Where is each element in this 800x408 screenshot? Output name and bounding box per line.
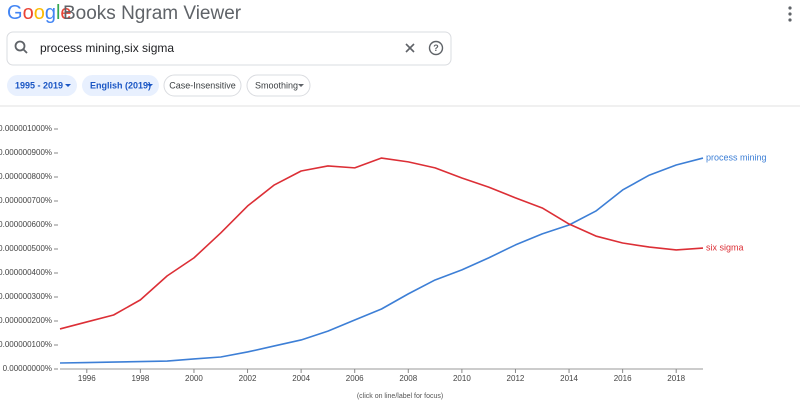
caption: (click on line/label for focus) bbox=[357, 393, 443, 400]
y-tick-label: 0.000000400% bbox=[0, 268, 52, 277]
filter-label: English (2019) bbox=[90, 80, 151, 90]
filter-chip[interactable] bbox=[82, 75, 159, 96]
y-tick-label: 0.00000000% bbox=[3, 364, 52, 373]
search-box[interactable] bbox=[6, 31, 452, 66]
x-tick-label: 2006 bbox=[346, 374, 364, 383]
x-tick-label: 2004 bbox=[292, 374, 310, 383]
x-tick-label: 2018 bbox=[667, 374, 685, 383]
x-tick-label: 2000 bbox=[185, 374, 203, 383]
x-tick-label: 2010 bbox=[453, 374, 471, 383]
y-tick-label: 0.000000200% bbox=[0, 316, 52, 325]
series-label[interactable]: process mining bbox=[706, 152, 767, 162]
filter-chip[interactable] bbox=[246, 74, 311, 97]
series-line[interactable] bbox=[59, 157, 704, 330]
search-icon bbox=[14, 40, 28, 54]
y-tick-label: 0.000000500% bbox=[0, 244, 52, 253]
clear-button[interactable] bbox=[405, 43, 415, 53]
logo[interactable]: Google bbox=[7, 2, 72, 24]
x-tick-label: 2012 bbox=[507, 374, 525, 383]
y-tick-label: 0.000000600% bbox=[0, 220, 52, 229]
filter-chip[interactable] bbox=[163, 74, 242, 97]
series-line[interactable] bbox=[59, 157, 704, 364]
y-tick-label: 0.000000100% bbox=[0, 340, 52, 349]
x-tick-label: 1996 bbox=[78, 374, 96, 383]
series-label[interactable]: six sigma bbox=[706, 242, 744, 252]
search-query[interactable]: process mining,six sigma bbox=[40, 41, 174, 55]
y-tick-label: 0.000001000% bbox=[0, 124, 52, 133]
filter-label: 1995 - 2019 bbox=[15, 80, 63, 90]
dropdown-arrow bbox=[65, 84, 71, 87]
x-tick-label: 2002 bbox=[239, 374, 257, 383]
y-tick-label: 0.000000900% bbox=[0, 148, 52, 157]
menu-button[interactable] bbox=[788, 6, 792, 22]
filter-label: Smoothing bbox=[255, 80, 298, 90]
y-tick-label: 0.000000700% bbox=[0, 196, 52, 205]
x-tick-label: 2014 bbox=[560, 374, 578, 383]
filter-chip[interactable] bbox=[7, 75, 77, 96]
help-button[interactable]: ? bbox=[428, 40, 444, 56]
x-tick-label: 1998 bbox=[131, 374, 149, 383]
svg-text:?: ? bbox=[433, 43, 439, 53]
dropdown-arrow bbox=[147, 84, 153, 87]
y-tick-label: 0.000000300% bbox=[0, 292, 52, 301]
filter-label: Case-Insensitive bbox=[169, 80, 236, 90]
app-title: Books Ngram Viewer bbox=[63, 3, 242, 24]
dropdown-arrow bbox=[298, 84, 304, 87]
y-tick-label: 0.000000800% bbox=[0, 172, 52, 181]
x-tick-label: 2016 bbox=[614, 374, 632, 383]
x-tick-label: 2008 bbox=[399, 374, 417, 383]
